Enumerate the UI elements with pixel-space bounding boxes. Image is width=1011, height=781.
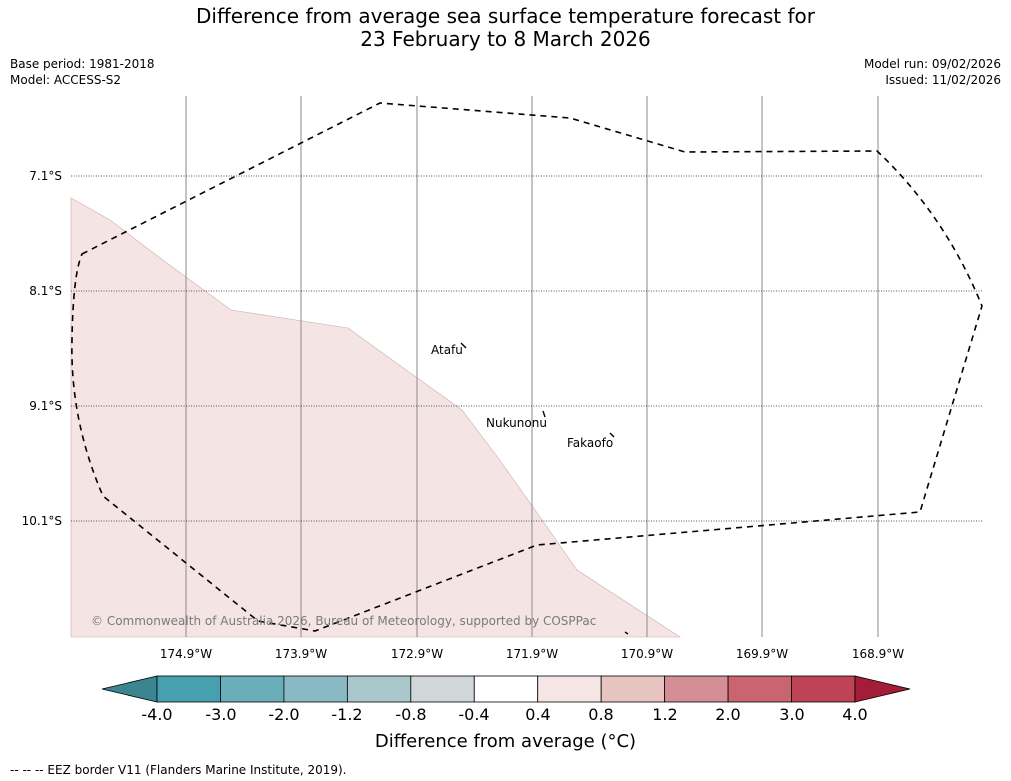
colorbar-tick: 3.0 <box>779 705 805 724</box>
colorbar-tick: -1.2 <box>331 705 363 724</box>
sst-anomaly-region <box>70 197 682 638</box>
colorbar-tick: -0.4 <box>458 705 490 724</box>
colorbar-extend-high <box>854 675 911 703</box>
colorbar-bin <box>283 675 348 703</box>
place-fakaofo: Fakaofo <box>567 436 614 450</box>
map-title: Difference from average sea surface temp… <box>0 5 1011 51</box>
fakaofo-island-shape <box>609 432 615 438</box>
issued-date: Issued: 11/02/2026 <box>885 73 1001 87</box>
colorbar-bin <box>346 675 412 703</box>
colorbar-tick: -0.8 <box>395 705 427 724</box>
colorbar-bin <box>727 675 792 703</box>
colorbar-tick: -4.0 <box>141 705 173 724</box>
lon-label-174-9: 174.9°W <box>159 647 213 661</box>
lon-label-170-9: 170.9°W <box>620 647 674 661</box>
lon-label-171-9: 171.9°W <box>505 647 559 661</box>
colorbar-bin <box>220 675 285 703</box>
colorbar-bin <box>156 675 221 703</box>
colorbar-extend-low <box>101 675 158 703</box>
lon-label-172-9: 172.9°W <box>390 647 444 661</box>
eez-border <box>71 102 983 632</box>
island-marks <box>460 342 629 635</box>
parallel-lines <box>71 175 982 522</box>
colorbar-tick: -3.0 <box>205 705 237 724</box>
nukunonu-island-shape <box>542 410 546 418</box>
base-period: Base period: 1981-2018 <box>10 57 155 71</box>
place-atafu: Atafu <box>431 343 463 357</box>
lon-label-169-9: 169.9°W <box>735 647 789 661</box>
lat-label-8-1: 8.1°S <box>29 284 62 298</box>
colorbar-tick: 4.0 <box>842 705 868 724</box>
colorbar-bin <box>410 675 475 703</box>
model-info: Base period: 1981-2018 Model: ACCESS-S2 <box>10 56 155 88</box>
colorbar-tick: 0.8 <box>588 705 614 724</box>
colorbar-bin <box>473 675 539 703</box>
colorbar-label: Difference from average (°C) <box>374 731 637 752</box>
title-line-2: 23 February to 8 March 2026 <box>360 27 651 51</box>
lon-label-168-9: 168.9°W <box>851 647 905 661</box>
colorbar-tick: 2.0 <box>715 705 741 724</box>
atafu-island-shape <box>460 342 467 349</box>
lat-label-7-1: 7.1°S <box>29 169 62 183</box>
southern-islet-shape <box>624 631 629 635</box>
run-info: Model run: 09/02/2026 Issued: 11/02/2026 <box>864 56 1001 88</box>
lat-label-9-1: 9.1°S <box>29 399 62 413</box>
colorbar-bin <box>791 675 856 703</box>
colorbar-tick: 1.2 <box>652 705 678 724</box>
title-line-1: Difference from average sea surface temp… <box>195 4 815 28</box>
eez-legend: -- -- -- EEZ border V11 (Flanders Marine… <box>10 763 347 777</box>
colorbar-bin <box>537 675 602 703</box>
place-nukunonu: Nukunonu <box>486 416 547 430</box>
colorbar-bin <box>664 675 729 703</box>
colorbar-tick: -2.0 <box>268 705 300 724</box>
colorbar-tick: 0.4 <box>525 705 551 724</box>
colorbar-bin <box>600 675 666 703</box>
model-run: Model run: 09/02/2026 <box>863 57 1001 71</box>
lon-label-173-9: 173.9°W <box>274 647 328 661</box>
colorbar <box>101 675 911 703</box>
lat-label-10-1: 10.1°S <box>21 514 62 528</box>
model-name: Model: ACCESS-S2 <box>10 73 122 87</box>
copyright-notice: © Commonwealth of Australia 2026, Bureau… <box>91 614 597 628</box>
